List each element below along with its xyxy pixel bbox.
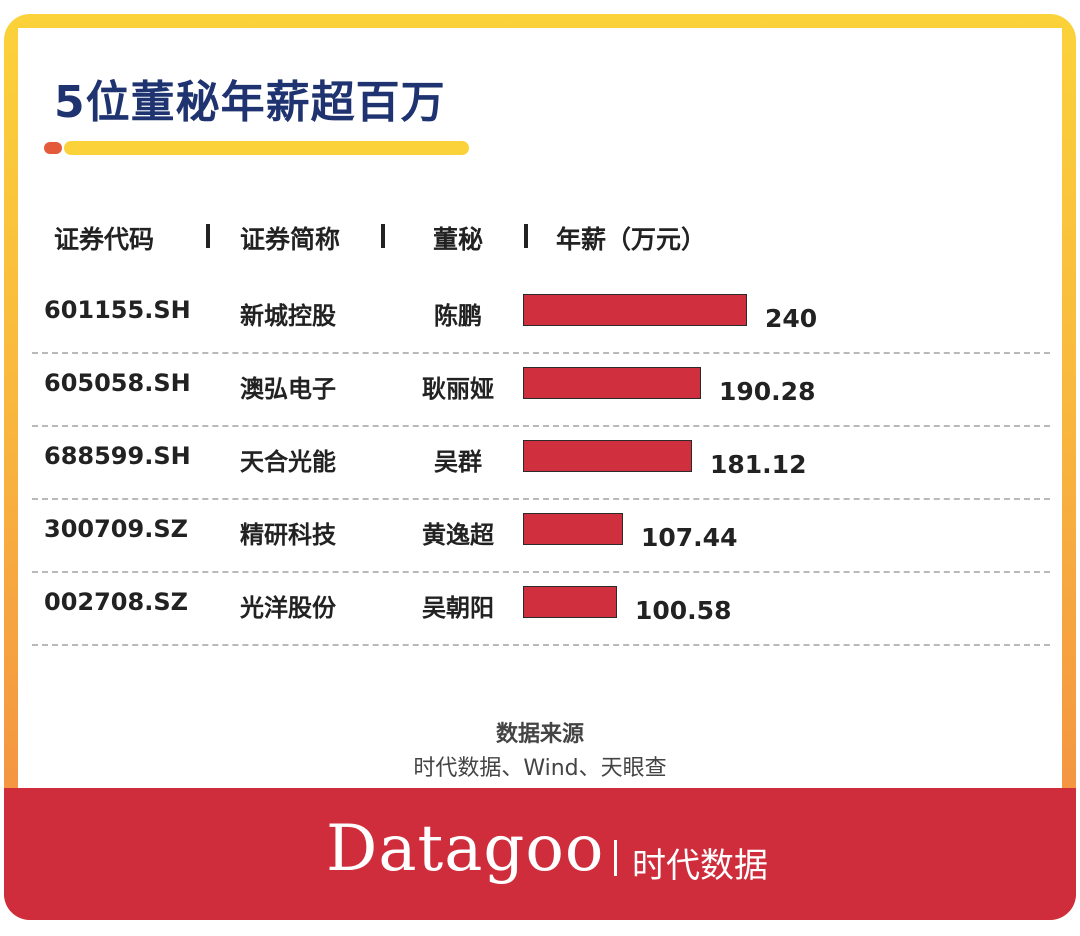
title-underline	[64, 141, 469, 155]
secretary-name: 陈鹏	[434, 302, 482, 330]
salary-bar	[523, 367, 701, 399]
salary-bar	[523, 294, 747, 326]
row-divider	[32, 571, 1050, 573]
secretary-name: 耿丽娅	[422, 375, 494, 403]
security-code: 300709.SZ	[44, 515, 188, 543]
table-row: 002708.SZ 光洋股份 吴朝阳 100.58	[18, 572, 1062, 644]
secretary-name: 黄逸超	[422, 521, 494, 549]
header-salary: 年薪（万元）	[556, 225, 707, 254]
card-frame: 5位董秘年薪超百万 证券代码 证券简称 董秘 年薪（万元） 601155.SH 新…	[4, 14, 1076, 920]
security-code: 688599.SH	[44, 442, 191, 470]
security-code: 002708.SZ	[44, 588, 188, 616]
table-row: 601155.SH 新城控股 陈鹏 240	[18, 280, 1062, 352]
security-name: 天合光能	[240, 448, 336, 476]
header-secretary: 董秘	[432, 225, 483, 254]
content-card: 5位董秘年薪超百万 证券代码 证券简称 董秘 年薪（万元） 601155.SH 新…	[18, 28, 1062, 788]
salary-bar	[523, 586, 617, 618]
row-divider	[32, 425, 1050, 427]
header-abbr: 证券简称	[240, 225, 341, 254]
brand-separator	[614, 840, 617, 876]
salary-value: 181.12	[710, 450, 807, 479]
salary-value: 190.28	[719, 377, 816, 406]
table-row: 688599.SH 天合光能 吴群 181.12	[18, 426, 1062, 498]
source-label: 数据来源	[495, 722, 584, 747]
security-name: 精研科技	[240, 521, 336, 549]
title-accent-dot	[44, 142, 62, 154]
salary-value: 100.58	[635, 596, 732, 625]
source-text: 时代数据、Wind、天眼查	[413, 756, 667, 781]
brand-chinese-name: 时代数据	[632, 846, 768, 886]
security-code: 601155.SH	[44, 296, 191, 324]
header-separator	[206, 224, 210, 248]
row-divider	[32, 498, 1050, 500]
row-divider	[32, 352, 1050, 354]
secretary-name: 吴群	[434, 448, 482, 476]
salary-value: 240	[765, 304, 818, 333]
footer-banner: Datagoo 时代数据	[4, 788, 1076, 920]
salary-bar	[523, 440, 692, 472]
brand-logo-text: Datagoo	[326, 812, 605, 886]
security-code: 605058.SH	[44, 369, 191, 397]
security-name: 澳弘电子	[240, 375, 336, 403]
salary-bar	[523, 513, 623, 545]
header-separator	[524, 224, 528, 248]
page-title: 5位董秘年薪超百万	[54, 77, 446, 128]
salary-value: 107.44	[641, 523, 738, 552]
table-row: 605058.SH 澳弘电子 耿丽娅 190.28	[18, 353, 1062, 425]
secretary-name: 吴朝阳	[422, 594, 494, 622]
security-name: 新城控股	[240, 302, 336, 330]
header-separator	[381, 224, 385, 248]
row-divider	[32, 644, 1050, 646]
header-code: 证券代码	[54, 225, 155, 254]
security-name: 光洋股份	[240, 594, 336, 622]
table-row: 300709.SZ 精研科技 黄逸超 107.44	[18, 499, 1062, 571]
